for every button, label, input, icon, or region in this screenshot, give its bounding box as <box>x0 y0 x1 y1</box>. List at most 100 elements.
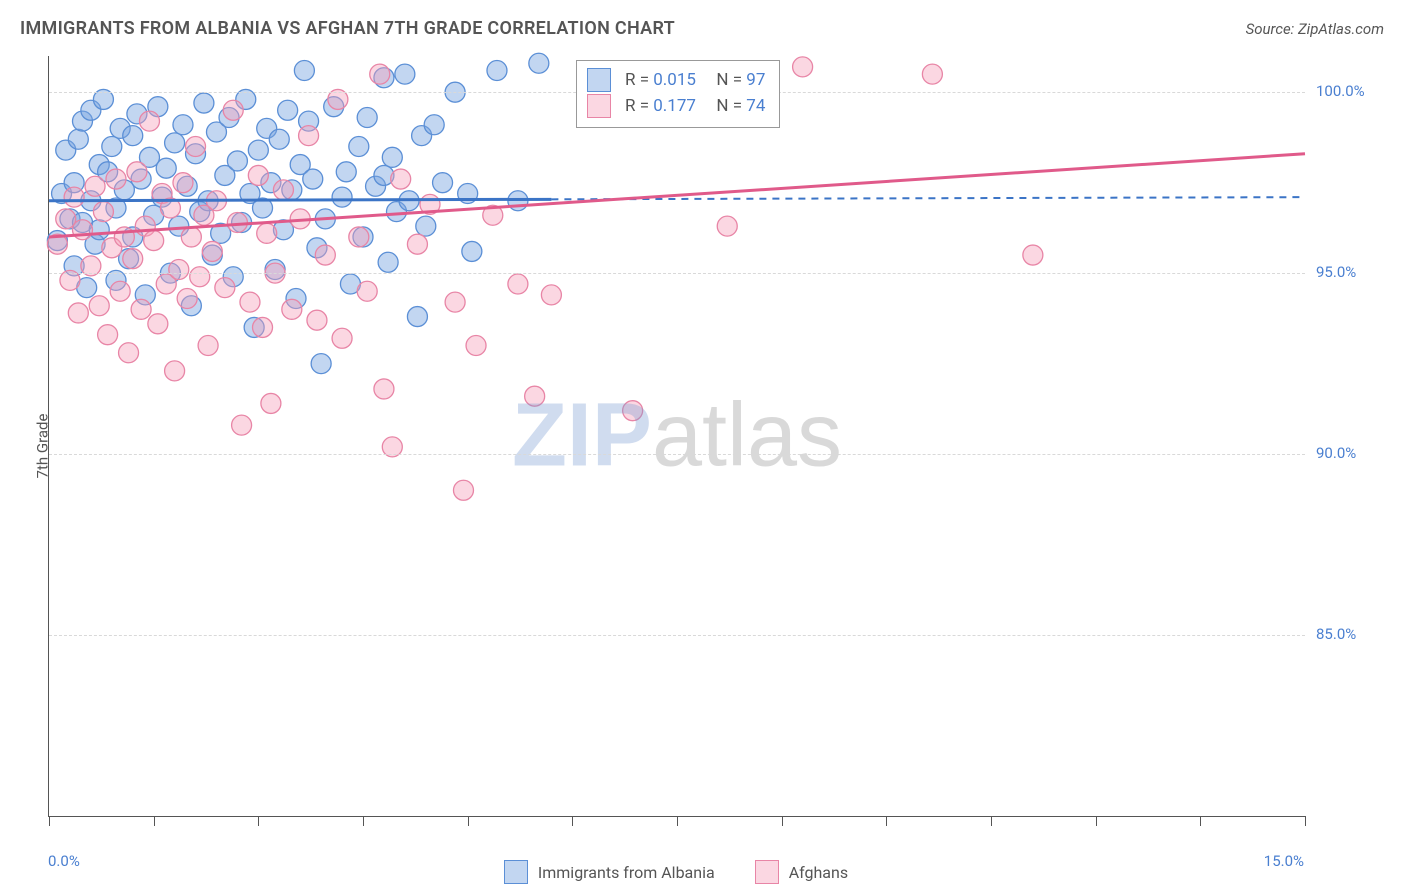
scatter-point <box>332 187 352 207</box>
y-tick-label: 90.0% <box>1316 444 1356 462</box>
scatter-point <box>64 187 84 207</box>
scatter-point <box>370 64 390 84</box>
gridline <box>49 454 1305 455</box>
scatter-point <box>173 115 193 135</box>
scatter-point <box>269 129 289 149</box>
y-tick-label: 85.0% <box>1316 625 1356 643</box>
x-tick <box>468 816 469 826</box>
scatter-point <box>85 176 105 196</box>
x-tick <box>154 816 155 826</box>
scatter-point <box>202 241 222 261</box>
scatter-point <box>294 60 314 80</box>
x-tick <box>677 816 678 826</box>
gridline <box>49 273 1305 274</box>
footer-legend-item: Immigrants from Albania <box>504 860 715 884</box>
scatter-point <box>395 64 415 84</box>
scatter-point <box>89 296 109 316</box>
scatter-point <box>165 133 185 153</box>
correlation-legend: R = 0.015 N = 97R = 0.177 N = 74 <box>576 60 780 128</box>
scatter-point <box>508 274 528 294</box>
plot-area: ZIPatlas <box>48 56 1305 817</box>
scatter-point <box>127 162 147 182</box>
scatter-point <box>186 136 206 156</box>
x-tick <box>886 816 887 826</box>
scatter-point <box>227 212 247 232</box>
legend-swatch <box>504 860 528 884</box>
scatter-point <box>190 267 210 287</box>
scatter-point <box>303 169 323 189</box>
scatter-point <box>332 328 352 348</box>
source-attribution: Source: ZipAtlas.com <box>1246 20 1384 38</box>
x-min-label: 0.0% <box>48 852 80 870</box>
scatter-point <box>466 336 486 356</box>
scatter-point <box>445 292 465 312</box>
scatter-point <box>462 241 482 261</box>
scatter-point <box>487 60 507 80</box>
scatter-point <box>299 126 319 146</box>
scatter-point <box>110 281 130 301</box>
scatter-point <box>123 126 143 146</box>
scatter-point <box>453 480 473 500</box>
scatter-point <box>336 162 356 182</box>
scatter-point <box>261 393 281 413</box>
scatter-point <box>407 234 427 254</box>
scatter-point <box>198 336 218 356</box>
legend-n-value: N = 74 <box>708 93 765 119</box>
scatter-point <box>717 216 737 236</box>
scatter-point <box>131 299 151 319</box>
scatter-point <box>282 299 302 319</box>
scatter-point <box>922 64 942 84</box>
legend-r-value: R = 0.015 <box>625 67 696 93</box>
scatter-point <box>68 129 88 149</box>
scatter-point <box>349 136 369 156</box>
y-tick-label: 95.0% <box>1316 263 1356 281</box>
scatter-point <box>357 108 377 128</box>
scatter-point <box>181 227 201 247</box>
scatter-point <box>407 307 427 327</box>
x-tick <box>49 816 50 826</box>
legend-swatch <box>755 860 779 884</box>
scatter-point <box>139 111 159 131</box>
series-legend: Immigrants from Albania Afghans <box>48 860 1304 884</box>
scatter-point <box>98 325 118 345</box>
scatter-point <box>72 220 92 240</box>
legend-r-value: R = 0.177 <box>625 93 696 119</box>
legend-swatch <box>587 68 611 92</box>
scatter-point <box>223 100 243 120</box>
scatter-point <box>391 169 411 189</box>
scatter-point <box>424 115 444 135</box>
legend-row: R = 0.015 N = 97 <box>587 67 765 93</box>
scatter-point <box>232 415 252 435</box>
scatter-point <box>173 173 193 193</box>
scatter-point <box>529 53 549 73</box>
legend-n-value: N = 97 <box>708 67 765 93</box>
legend-swatch <box>587 94 611 118</box>
x-tick <box>1305 816 1306 826</box>
scatter-point <box>194 93 214 113</box>
scatter-point <box>541 285 561 305</box>
x-tick <box>258 816 259 826</box>
scatter-point <box>215 278 235 298</box>
x-max-label: 15.0% <box>1264 852 1304 870</box>
gridline <box>49 635 1305 636</box>
scatter-point <box>169 260 189 280</box>
scatter-point <box>227 151 247 171</box>
scatter-point <box>177 288 197 308</box>
scatter-point <box>315 245 335 265</box>
footer-legend-label: Afghans <box>789 863 848 882</box>
x-tick <box>1096 816 1097 826</box>
scatter-point <box>102 136 122 156</box>
footer-legend-label: Immigrants from Albania <box>538 863 715 882</box>
scatter-point <box>378 252 398 272</box>
scatter-point <box>148 314 168 334</box>
scatter-point <box>156 158 176 178</box>
scatter-point <box>257 223 277 243</box>
scatter-point <box>307 310 327 330</box>
scatter-point <box>525 386 545 406</box>
scatter-point <box>311 354 331 374</box>
scatter-point <box>357 281 377 301</box>
x-tick <box>363 816 364 826</box>
scatter-point <box>793 57 813 77</box>
scatter-point <box>248 140 268 160</box>
scatter-point <box>416 216 436 236</box>
